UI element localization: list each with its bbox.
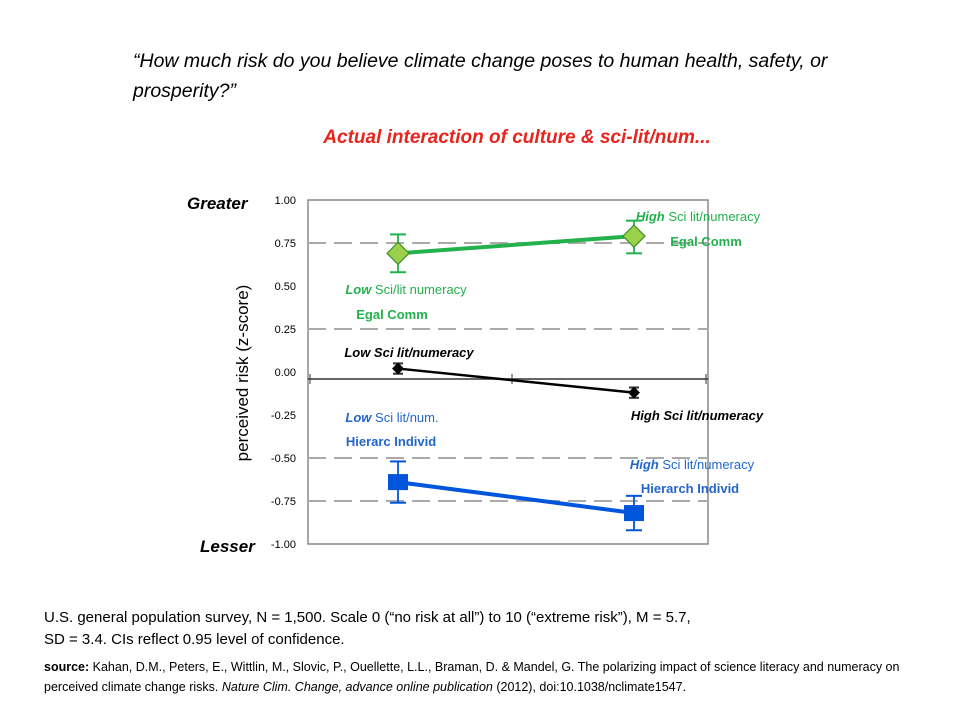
source-text-1: Kahan, D.M., Peters, E., Wittlin, M., Sl… bbox=[44, 660, 900, 694]
y-tick-label: 0.50 bbox=[275, 281, 296, 293]
y-axis-title: perceived risk (z-score) bbox=[233, 285, 252, 462]
y-tick-label: 0.00 bbox=[275, 367, 296, 379]
annotation-green-high-line2: Egal Comm bbox=[670, 234, 742, 249]
series-line bbox=[397, 234, 635, 256]
data-point bbox=[388, 474, 408, 491]
annotation-blue-low-line1: Low Sci lit/num. bbox=[345, 410, 438, 425]
source-label: source: bbox=[44, 660, 90, 674]
annotation-blue-high-line1: High Sci lit/numeracy bbox=[630, 457, 755, 472]
y-tick-label: 1.00 bbox=[275, 195, 296, 207]
source-citation: source: Kahan, D.M., Peters, E., Wittlin… bbox=[44, 657, 904, 697]
annotation-green-high-line1: High Sci lit/numeracy bbox=[636, 209, 761, 224]
annotation-black-high: High Sci lit/numeracy bbox=[631, 408, 764, 423]
y-tick-label: 0.75 bbox=[275, 238, 296, 250]
y-label-greater: Greater bbox=[187, 194, 249, 213]
chart-subtitle: Actual interaction of culture & sci-lit/… bbox=[323, 127, 711, 148]
y-tick-label: -0.25 bbox=[271, 410, 296, 422]
data-point bbox=[624, 505, 644, 522]
annotation-blue-high-line2: Hierarch Individ bbox=[641, 481, 739, 496]
survey-notes: U.S. general population survey, N = 1,50… bbox=[44, 607, 844, 651]
y-label-lesser: Lesser bbox=[200, 537, 256, 556]
y-tick-label: -0.50 bbox=[271, 453, 296, 465]
survey-question: “How much risk do you believe climate ch… bbox=[133, 50, 828, 102]
annotation-blue-low-line2: Hierarc Individ bbox=[346, 434, 436, 449]
annotation-green-low-line2: Egal Comm bbox=[356, 307, 428, 322]
y-tick-label: -1.00 bbox=[271, 539, 296, 551]
data-point bbox=[622, 224, 646, 248]
notes-line-1: U.S. general population survey, N = 1,50… bbox=[44, 609, 691, 626]
y-tick-label: 0.25 bbox=[275, 324, 296, 336]
series-line bbox=[397, 367, 635, 394]
data-point bbox=[392, 362, 404, 375]
notes-line-2: SD = 3.4. CIs reflect 0.95 level of conf… bbox=[44, 631, 345, 648]
source-text-2: (2012), doi:10.1038/nclimate1547. bbox=[492, 680, 687, 694]
annotation-black-low: Low Sci lit/numeracy bbox=[344, 345, 474, 360]
data-point bbox=[386, 241, 410, 266]
series-line bbox=[397, 480, 635, 516]
annotation-green-low-line1: Low Sci/lit numeracy bbox=[345, 282, 467, 297]
source-journal: Nature Clim. Change, advance online publ… bbox=[221, 680, 493, 694]
y-tick-label: -0.75 bbox=[271, 496, 296, 508]
data-point bbox=[628, 386, 640, 399]
plot-frame bbox=[307, 199, 709, 545]
